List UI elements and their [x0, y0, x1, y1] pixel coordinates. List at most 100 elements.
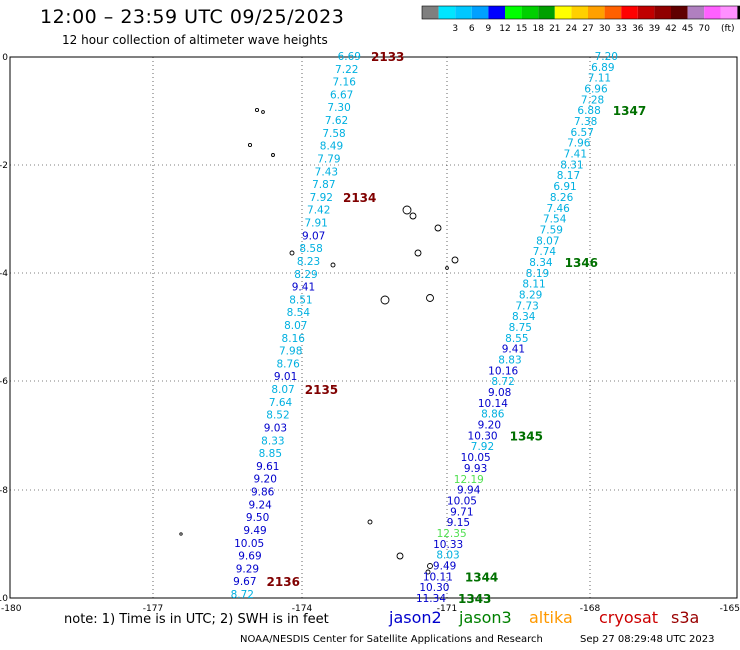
colorbar-swatch — [720, 6, 738, 19]
wave-height-value: 9.61 — [256, 461, 279, 473]
time-label: 2135 — [305, 383, 338, 397]
wave-height-value: 9.29 — [236, 563, 259, 575]
time-label: 1345 — [510, 429, 543, 443]
x-tick-label: -171 — [437, 604, 457, 614]
island-outline — [261, 110, 265, 114]
wave-height-value: 7.58 — [322, 128, 345, 140]
wave-height-value: 8.83 — [498, 355, 521, 367]
wave-height-value: 10.05 — [447, 495, 477, 507]
wave-height-value: 8.29 — [294, 269, 317, 281]
time-label: 1344 — [465, 570, 498, 584]
wave-height-value: 10.16 — [488, 365, 518, 377]
wave-height-value: 8.29 — [519, 289, 542, 301]
time-label: 2133 — [371, 50, 404, 64]
island-outline — [409, 212, 417, 220]
colorbar-label: 18 — [532, 24, 544, 34]
wave-height-value: 7.92 — [310, 192, 333, 204]
wave-height-value: 8.75 — [509, 322, 532, 334]
wave-height-value: 7.64 — [269, 397, 293, 409]
colorbar-swatch — [604, 6, 622, 19]
wave-height-value: 7.62 — [325, 115, 348, 127]
wave-height-value: 9.41 — [292, 282, 315, 294]
colorbar-swatch — [571, 6, 588, 19]
wave-height-value: 7.46 — [546, 203, 570, 215]
colorbar-label: 45 — [682, 24, 693, 34]
wave-height-value: 7.73 — [515, 300, 538, 312]
island-outline — [380, 295, 390, 305]
map-title: 12:00 – 23:59 UTC 09/25/2023 — [40, 6, 345, 28]
wave-height-value: 10.30 — [468, 430, 498, 442]
wave-height-value: 7.28 — [581, 94, 604, 106]
wave-height-value: 9.67 — [233, 576, 256, 588]
wave-height-value: 10.05 — [461, 452, 491, 464]
wave-height-value: 11.34 — [416, 593, 446, 605]
wave-height-value: 9.07 — [302, 230, 325, 242]
legend-jason2: jason2 — [389, 608, 442, 627]
wave-height-value: 7.30 — [327, 102, 350, 114]
wave-height-value: 7.87 — [312, 179, 335, 191]
island-outline — [445, 266, 449, 270]
wave-height-value: 8.33 — [261, 435, 284, 447]
colorbar-label: 39 — [649, 24, 661, 34]
colorbar-swatch — [654, 6, 671, 19]
legend-cryosat: cryosat — [599, 608, 659, 627]
wave-height-value: 7.41 — [564, 149, 587, 161]
wave-height-value: 8.49 — [320, 141, 343, 153]
wave-height-value: 8.19 — [526, 268, 549, 280]
wave-height-value: 8.31 — [560, 159, 583, 171]
wave-height-value: 8.52 — [266, 410, 289, 422]
time-label: 1343 — [458, 592, 491, 606]
wave-height-value: 8.51 — [289, 294, 312, 306]
colorbar-label: 30 — [599, 24, 611, 34]
x-tick-label: -168 — [580, 604, 601, 614]
island-outline — [414, 249, 422, 257]
colorbar-label: 15 — [516, 24, 527, 34]
colorbar-label: 27 — [582, 24, 593, 34]
wave-height-value: 9.69 — [238, 551, 261, 563]
wave-height-value: 7.42 — [307, 205, 330, 217]
colorbar-label: 24 — [566, 24, 578, 34]
wave-height-value: 8.55 — [505, 333, 528, 345]
x-tick-label: -165 — [720, 604, 740, 614]
wave-height-value: 7.20 — [595, 51, 618, 63]
wave-height-value: 9.93 — [464, 463, 487, 475]
island-outline — [330, 262, 336, 268]
colorbar-swatch — [521, 6, 539, 19]
wave-height-value: 7.96 — [567, 138, 591, 150]
wave-height-value: 9.71 — [450, 506, 473, 518]
map-frame: -180 -177 -174 -171 -168 -165 0 -2 -4 -6 -8 -10 — [0, 53, 740, 614]
y-tick-label: -6 — [0, 377, 8, 387]
footer-timestamp: Sep 27 08:29:48 UTC 2023 — [580, 634, 715, 645]
island-outline — [396, 552, 404, 560]
footer-note: note: 1) Time is in UTC; 2) SWH is in fe… — [64, 612, 329, 627]
wave-height-value: 8.72 — [231, 589, 254, 601]
wave-height-value: 8.03 — [436, 550, 459, 562]
colorbar-swatch — [621, 6, 638, 19]
wave-height-value: 8.86 — [481, 409, 505, 421]
colorbar-label: 36 — [632, 24, 644, 34]
wave-height-value: 9.86 — [251, 487, 275, 499]
wave-height-value: 10.14 — [478, 398, 508, 410]
colorbar-label: 9 — [486, 24, 492, 34]
wave-height-value: 9.01 — [274, 371, 297, 383]
wave-height-value: 7.91 — [304, 218, 327, 230]
wave-height-value: 8.17 — [557, 170, 580, 182]
colorbar-unit: (ft) — [721, 24, 735, 34]
colorbar-label: 33 — [615, 24, 626, 34]
wave-height-value: 9.20 — [478, 420, 501, 432]
wave-height-value: 8.16 — [282, 333, 306, 345]
island-outline — [426, 294, 434, 302]
wave-height-value: 8.07 — [536, 235, 559, 247]
wave-height-value: 6.96 — [584, 84, 608, 96]
colorbar-swatch — [704, 6, 721, 19]
wave-height-value: 7.16 — [333, 77, 357, 89]
wave-height-value: 7.38 — [574, 116, 597, 128]
island-outline — [367, 519, 373, 525]
wave-height-value: 9.49 — [433, 560, 456, 572]
wave-height-value: 6.89 — [591, 62, 614, 74]
wave-height-value: 8.07 — [284, 320, 307, 332]
wave-height-value: 10.33 — [433, 539, 463, 551]
island-outline — [451, 256, 459, 264]
time-label: 1347 — [613, 104, 646, 118]
wave-height-value: 12.35 — [437, 528, 467, 540]
